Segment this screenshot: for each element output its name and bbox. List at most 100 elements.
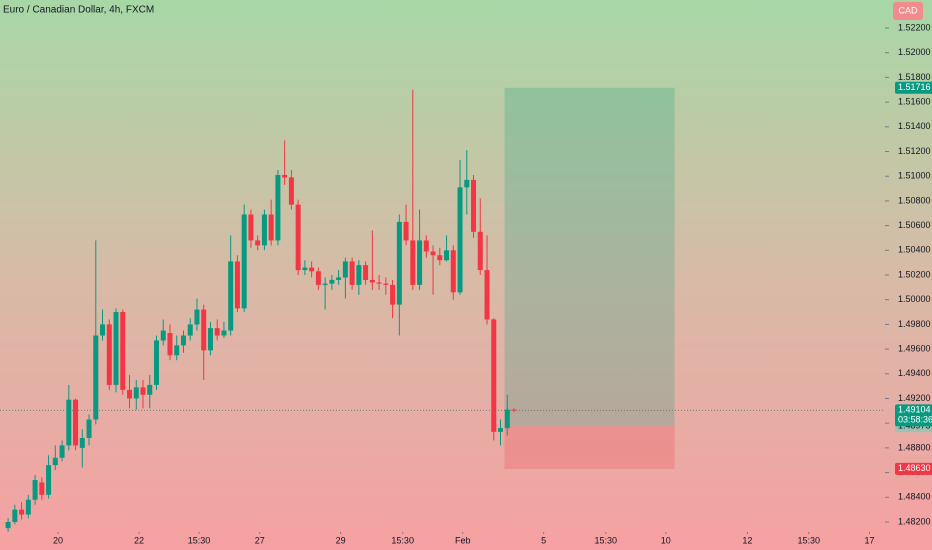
candle-body <box>322 283 328 285</box>
candle-body <box>86 419 92 439</box>
candle-body <box>261 214 267 246</box>
candle-body <box>336 277 342 280</box>
candle-body <box>329 279 335 284</box>
x-tick-label: 27 <box>255 535 265 545</box>
x-tick-label: 17 <box>864 535 874 545</box>
stop-label-box <box>895 462 932 475</box>
candle-body <box>403 221 409 241</box>
candle-body <box>59 445 65 458</box>
candle-body <box>221 330 227 336</box>
y-tick-label: 1.49800 <box>898 319 931 329</box>
candle-body <box>160 330 166 341</box>
candle-body <box>464 179 470 188</box>
target-label: 1.51716 <box>898 82 931 92</box>
candle-body <box>511 409 517 411</box>
target-label-box <box>895 81 932 94</box>
candle-body <box>349 261 355 285</box>
candle-body <box>12 509 18 522</box>
candle-body <box>174 345 180 356</box>
currency-button[interactable] <box>893 2 923 20</box>
y-tick-label: 1.51000 <box>898 171 931 181</box>
candle-body <box>450 250 456 293</box>
last-price-label: 1.49104 <box>898 405 931 415</box>
candle-body <box>268 214 274 241</box>
y-tick-label: 1.51200 <box>898 146 931 156</box>
stop-label: 1.48630 <box>898 463 931 473</box>
last-price-box <box>895 404 932 427</box>
x-tick-label: 5 <box>541 535 546 545</box>
candle-body <box>234 261 240 309</box>
candle-body <box>207 328 213 351</box>
currency-label[interactable]: CAD <box>898 5 918 15</box>
candle-body <box>504 409 510 429</box>
candle-body <box>491 319 497 432</box>
candle-body <box>288 177 294 205</box>
candle-body <box>309 267 315 272</box>
candle-body <box>430 251 436 256</box>
candle-body <box>100 324 106 336</box>
candle-body <box>376 282 382 284</box>
candle-body <box>46 465 52 495</box>
candle-body <box>133 387 139 399</box>
y-tick-label: 1.51400 <box>898 121 931 131</box>
y-tick-label: 1.49400 <box>898 368 931 378</box>
y-tick-label: 1.49200 <box>898 393 931 403</box>
candle-body <box>356 265 362 285</box>
candle-body <box>194 309 200 325</box>
candle-body <box>127 389 133 399</box>
chart-title: Euro / Canadian Dollar, 4h, FXCM <box>3 5 154 16</box>
x-tick-label: 20 <box>53 535 63 545</box>
y-tick-label: 1.51800 <box>898 72 931 82</box>
candle-body <box>255 240 261 246</box>
y-tick-label: 1.48400 <box>898 492 931 502</box>
y-tick-label: 1.50800 <box>898 195 931 205</box>
candle-body <box>113 312 119 385</box>
candle-body <box>282 174 288 178</box>
y-tick-label: 1.50000 <box>898 294 931 304</box>
x-tick-label: 10 <box>661 535 671 545</box>
candle-body <box>295 204 301 271</box>
candle-body <box>140 387 146 395</box>
candle-body <box>477 231 483 271</box>
candle-body <box>410 240 416 285</box>
candle-body <box>369 279 375 283</box>
candle-body <box>120 312 126 390</box>
candle-body <box>396 221 402 305</box>
candle-body <box>457 187 463 293</box>
candle-body <box>302 267 308 271</box>
y-tick-label: 1.52000 <box>898 47 931 57</box>
candle-body <box>19 509 25 515</box>
candle-body <box>93 335 99 420</box>
candle-body <box>275 174 281 241</box>
y-tick-label: 1.50400 <box>898 245 931 255</box>
candle-body <box>417 240 423 285</box>
candle-body <box>32 479 38 500</box>
candle-body <box>180 335 186 346</box>
candle-body <box>363 265 369 280</box>
candle-body <box>437 255 443 261</box>
candle-body <box>228 261 234 331</box>
candle-body <box>498 428 504 432</box>
y-tick-label: 1.50600 <box>898 220 931 230</box>
x-tick-label: 15:30 <box>594 535 617 545</box>
candle-body <box>214 328 220 336</box>
countdown-label: 03:58:36 <box>898 415 932 425</box>
candle-body <box>106 324 112 385</box>
candle-body <box>390 284 396 305</box>
candle-body <box>147 384 153 395</box>
x-tick-label: 22 <box>134 535 144 545</box>
candle-body <box>187 324 193 336</box>
candle-body <box>241 214 247 309</box>
candle-body <box>79 438 85 448</box>
y-tick-label: 1.48800 <box>898 442 931 452</box>
loss-zone <box>504 426 675 469</box>
candle-body <box>315 271 321 285</box>
candle-body <box>201 309 207 351</box>
x-tick-label: Feb <box>455 535 471 545</box>
candle-body <box>73 399 79 446</box>
x-tick-label: 15:30 <box>188 535 211 545</box>
candle-body <box>248 214 254 241</box>
candle-body <box>5 521 11 529</box>
